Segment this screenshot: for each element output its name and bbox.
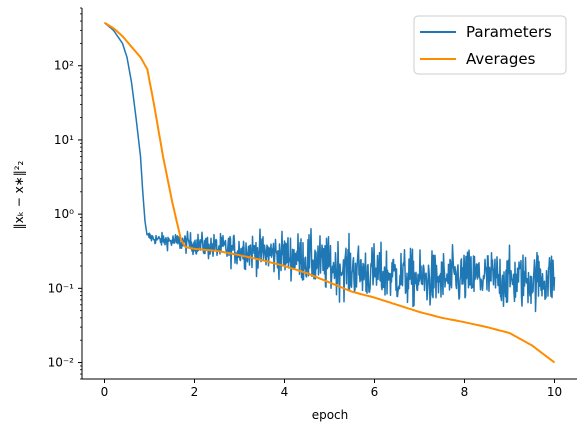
x-tick-label: 6 — [371, 385, 379, 399]
y-tick-label: 10⁻² — [48, 356, 75, 370]
legend: Parameters Averages — [414, 16, 566, 74]
x-tick-label: 4 — [281, 385, 289, 399]
x-tick-label: 8 — [461, 385, 469, 399]
x-axis-label: epoch — [312, 408, 349, 422]
legend-label-parameters: Parameters — [466, 23, 552, 41]
y-axis-label: ‖xₖ − x∗‖²₂ — [12, 160, 26, 229]
y-tick-label: 10⁰ — [54, 207, 74, 221]
y-tick-label: 10² — [54, 59, 74, 73]
y-tick-label: 10¹ — [54, 133, 74, 147]
x-tick-label: 0 — [101, 385, 109, 399]
y-tick-label: 10⁻¹ — [48, 281, 75, 295]
x-tick-label: 10 — [547, 385, 562, 399]
legend-label-averages: Averages — [466, 50, 536, 68]
x-tick-label: 2 — [191, 385, 199, 399]
